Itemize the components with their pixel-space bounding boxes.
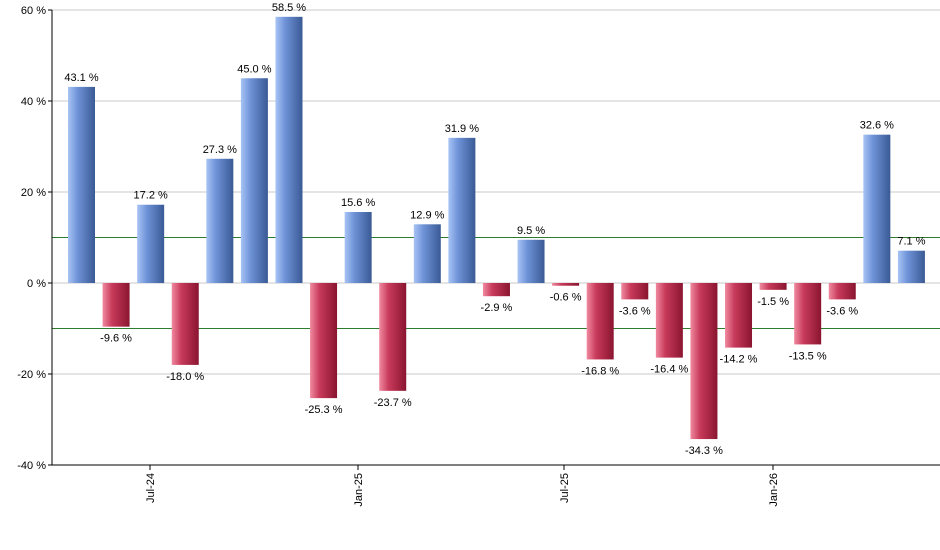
data-label: 9.5 % [517,225,545,237]
bar [552,283,580,286]
y-tick-label: 40 % [21,96,46,108]
y-tick-label: 20 % [21,187,46,199]
bar [897,250,925,283]
x-tick-label: Jan-25 [353,473,365,507]
data-label: -34.3 % [685,445,723,457]
y-tick-label: 60 % [21,5,46,17]
bar [621,283,649,300]
data-label: -3.6 % [619,305,651,317]
y-tick-label: 0 % [27,278,46,290]
bar [275,16,303,283]
data-label: 15.6 % [341,197,375,209]
data-label: 12.9 % [410,209,444,221]
bar [102,283,130,327]
data-label: 17.2 % [134,190,168,202]
data-label: -0.6 % [550,292,582,304]
x-tick-label: Jul-24 [145,473,157,503]
bar [448,137,476,283]
y-tick-label: -20 % [17,369,46,381]
reference-lines [52,237,940,329]
bar [863,134,891,283]
bar [137,204,165,283]
data-label: -14.2 % [720,354,758,366]
data-label: -16.8 % [581,365,619,377]
data-label: 32.6 % [860,120,894,132]
bar [171,283,199,365]
data-label: -16.4 % [650,364,688,376]
bar [206,158,234,283]
data-label: -1.5 % [757,296,789,308]
data-label: 31.9 % [445,123,479,135]
bar [68,86,95,284]
bar [725,283,753,348]
bar [517,239,545,283]
bar [794,283,822,345]
bar [240,78,268,283]
bar [482,283,510,297]
x-tick-labels: Jul-24 Jan-25 Jul-25 Jan-26 [145,473,780,507]
bar [759,283,787,290]
bar [586,283,614,360]
x-tick-label: Jan-26 [768,473,780,507]
y-tick-labels: -40 % -20 % 0 % 20 % 40 % 60 % [17,5,46,472]
bar [413,224,441,283]
bar [690,283,718,440]
x-tick-label: Jul-25 [559,473,571,503]
bars [68,16,925,440]
y-tick-label: -40 % [17,460,46,472]
data-label: -2.9 % [481,302,513,314]
bar [310,283,338,399]
axes [48,9,940,470]
data-label: -25.3 % [305,404,343,416]
bar [379,283,407,391]
data-label: 58.5 % [272,2,306,14]
data-label: 45.0 % [237,63,271,75]
bar [655,283,683,358]
data-label: -23.7 % [374,397,412,409]
data-label: 43.1 % [64,72,98,84]
data-label: -18.0 % [166,371,204,383]
data-label: -13.5 % [789,350,827,362]
data-labels: 43.1 % -9.6 % 17.2 % -18.0 % 27.3 % 45.0 % 58.… [64,2,925,457]
data-label: 7.1 % [897,236,925,248]
data-label: -9.6 % [100,333,132,345]
data-label: 27.3 % [203,144,237,156]
bar [344,212,372,283]
grid-lines [52,9,940,375]
bar [828,283,856,300]
data-label: -3.6 % [826,305,858,317]
